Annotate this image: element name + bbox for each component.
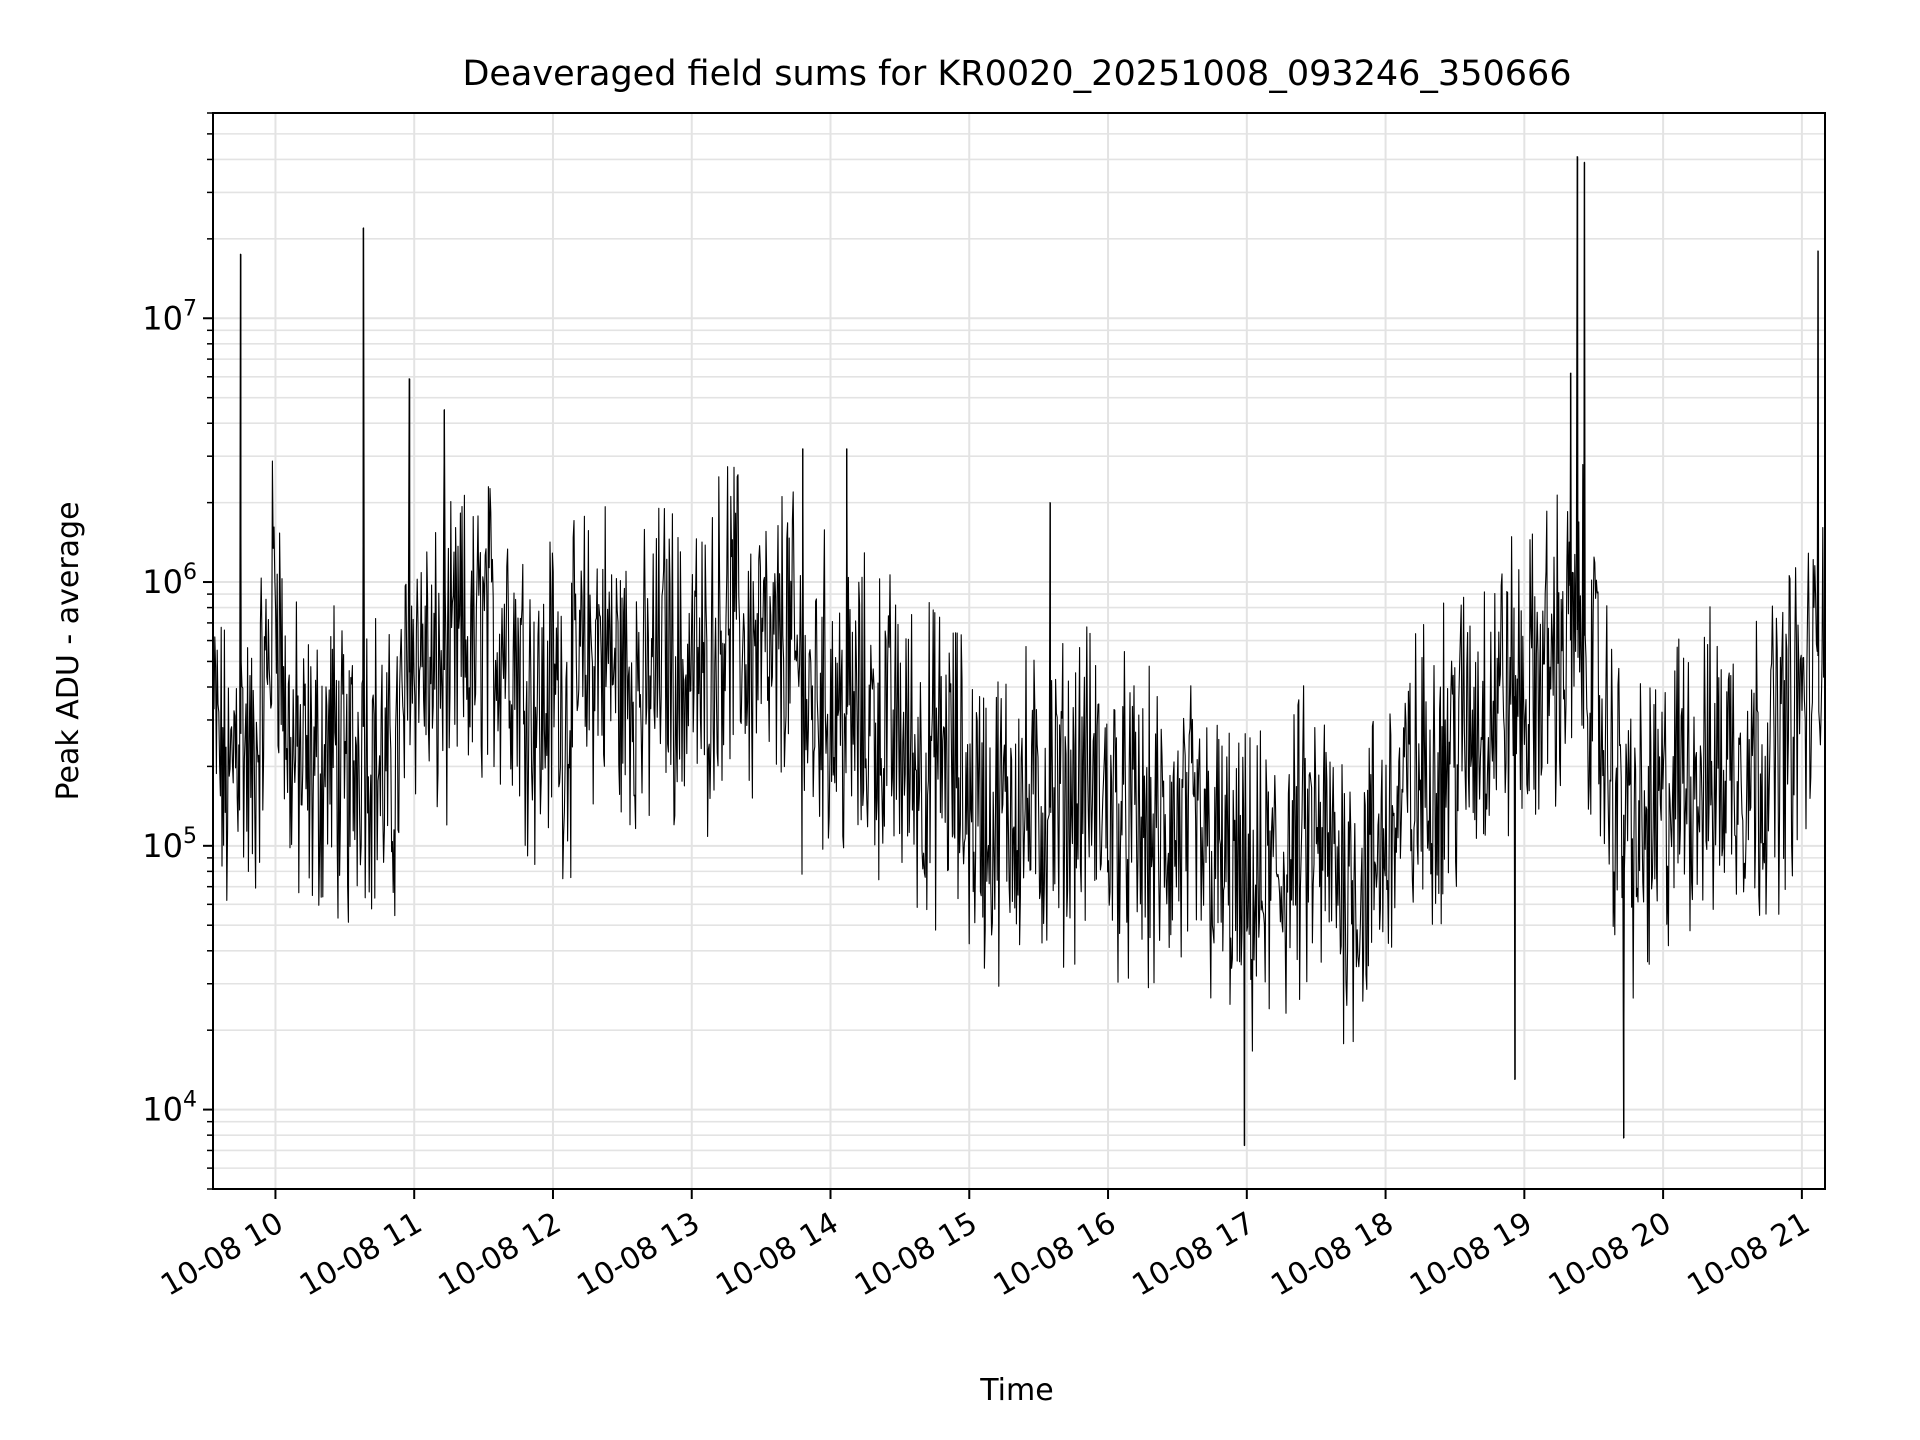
y-tick-label: 105 [142, 824, 197, 865]
series-line [213, 156, 1825, 1147]
data-series [213, 156, 1825, 1147]
y-axis-label: Peak ADU - average [51, 501, 86, 800]
plot-frame [212, 112, 1826, 1190]
y-tick-label: 104 [142, 1088, 197, 1129]
y-tick-label: 107 [142, 296, 197, 337]
y-axis: 104 105 106 107 [142, 112, 213, 1190]
y-tick-label: 106 [142, 560, 197, 601]
chart-title: Deaveraged field sums for KR0020_2025100… [462, 54, 1571, 94]
x-axis-label: Time [979, 1373, 1053, 1408]
